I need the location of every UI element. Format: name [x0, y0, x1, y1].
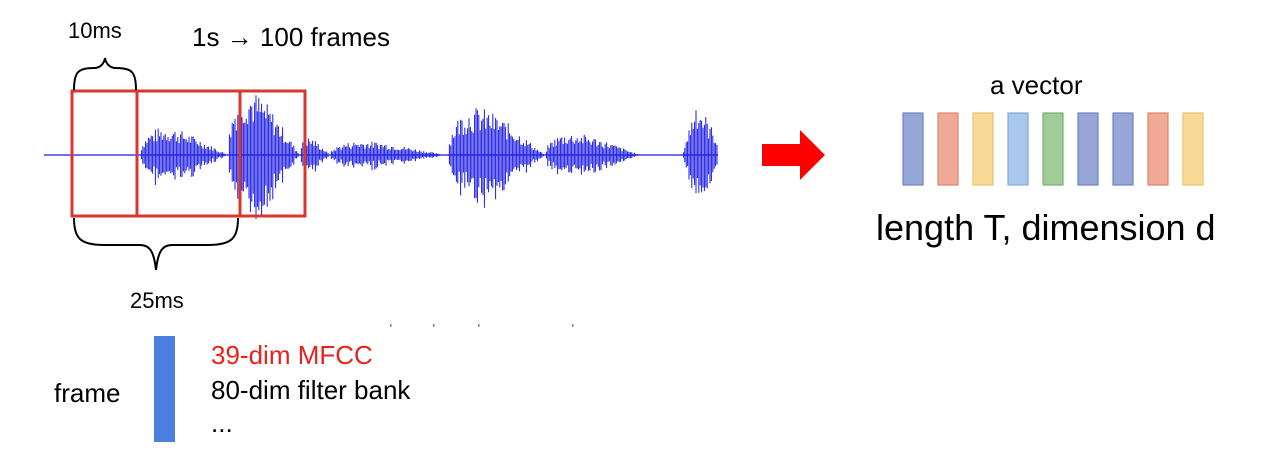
vector-column	[902, 112, 924, 186]
feature-more: ...	[211, 408, 233, 438]
waveform-signal	[140, 95, 718, 220]
vector-column	[972, 112, 994, 186]
vector-column	[1147, 112, 1169, 186]
vector-label: a vector	[990, 70, 1083, 100]
vector-column	[1007, 112, 1029, 186]
feature-mfcc: 39-dim MFCC	[211, 340, 373, 370]
window-shift-label: 10ms	[68, 18, 122, 43]
brace-10ms	[73, 57, 137, 91]
frame-bar	[154, 336, 175, 442]
frame-label: frame	[54, 378, 121, 408]
frame-rate-label: 1s → 100 frames	[192, 22, 390, 52]
brace-25ms	[73, 217, 239, 271]
frame-window-1	[70, 89, 242, 218]
vector-column	[1112, 112, 1134, 186]
vector-shape-label: length T, dimension d	[876, 207, 1216, 248]
vector-column	[1077, 112, 1099, 186]
vector-column	[1182, 112, 1204, 186]
window-length-label: 25ms	[130, 288, 184, 313]
vector	[902, 112, 1204, 186]
frame-window-2	[135, 89, 307, 218]
arrow-icon	[762, 130, 825, 180]
waveform	[140, 95, 718, 220]
vector-column	[937, 112, 959, 186]
vector-column	[1042, 112, 1064, 186]
feature-filter-bank: 80-dim filter bank	[211, 375, 411, 405]
tick-marks	[390, 324, 574, 327]
